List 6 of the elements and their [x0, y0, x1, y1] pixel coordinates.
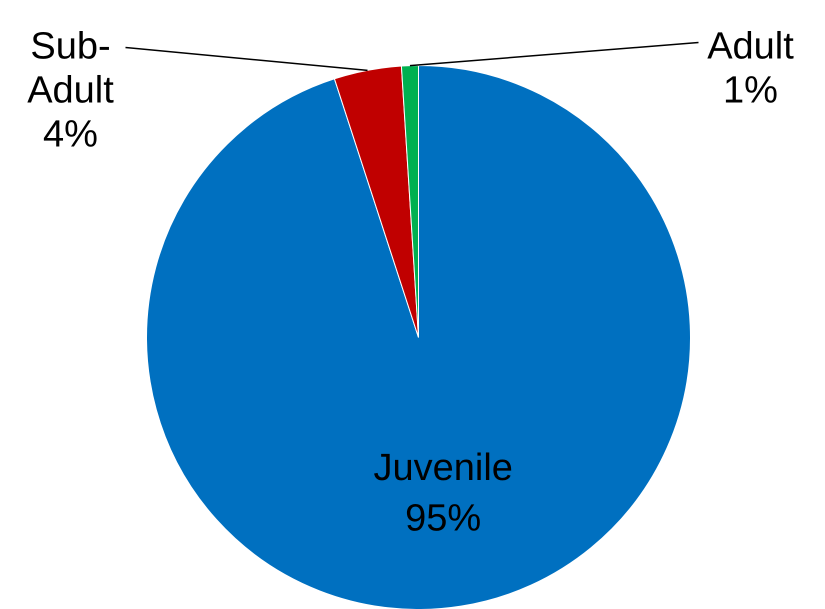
data-label: 1%: [723, 70, 778, 112]
data-label: 95%: [405, 498, 482, 540]
slice-label: Sub-Adult: [27, 26, 114, 112]
data-label: 4%: [43, 114, 98, 156]
slice-label: Juvenile: [373, 447, 513, 490]
slice-label: Adult: [707, 26, 794, 68]
